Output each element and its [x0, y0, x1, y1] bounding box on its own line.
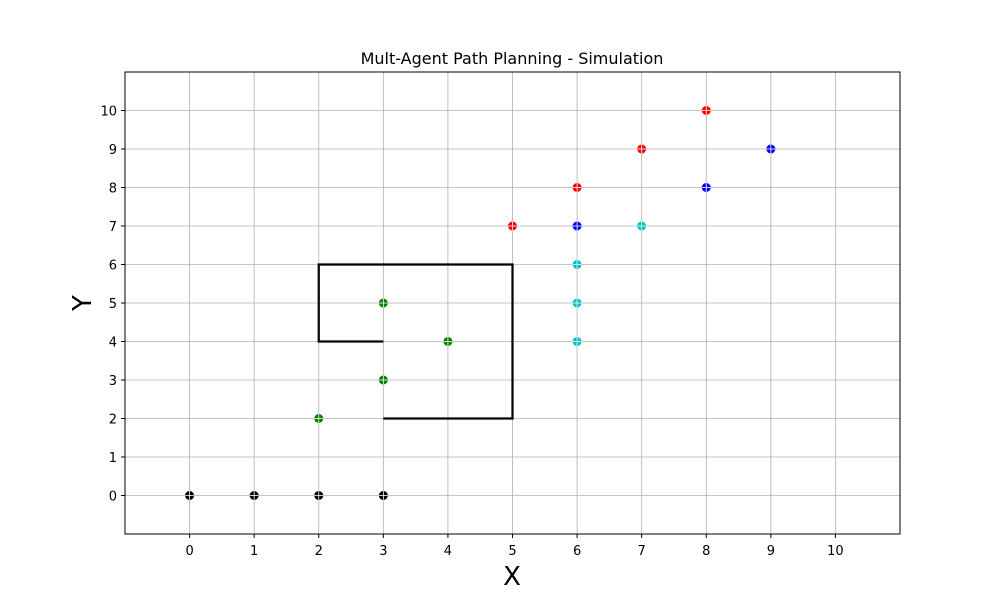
x-tick-label: 0 [185, 544, 193, 559]
y-tick-label: 3 [109, 374, 117, 389]
y-axis-ticks: 0 1 2 3 4 5 6 7 8 9 10 [100, 105, 125, 505]
y-tick-label: 0 [109, 490, 117, 505]
obstacle-layer [317, 263, 514, 420]
y-tick-label: 1 [109, 451, 117, 466]
x-tick-label: 2 [315, 544, 323, 559]
y-tick-label: 8 [109, 182, 117, 197]
x-tick-label: 7 [638, 544, 646, 559]
agent-points [185, 106, 776, 500]
x-tick-label: 9 [767, 544, 775, 559]
x-tick-label: 4 [444, 544, 452, 559]
y-axis-label: Y [68, 295, 98, 312]
y-tick-label: 9 [109, 143, 117, 158]
x-tick-label: 1 [250, 544, 258, 559]
obstacle-wall [317, 263, 514, 420]
x-tick-label: 3 [379, 544, 387, 559]
chart-title: Mult-Agent Path Planning - Simulation [361, 49, 664, 68]
x-tick-label: 8 [702, 544, 710, 559]
x-tick-label: 10 [827, 544, 844, 559]
x-tick-label: 6 [573, 544, 581, 559]
y-tick-label: 6 [109, 259, 117, 274]
y-tick-label: 10 [100, 105, 117, 120]
y-tick-label: 2 [109, 413, 117, 428]
y-tick-label: 4 [109, 336, 117, 351]
x-axis-ticks: 0 1 2 3 4 5 6 7 8 9 10 [185, 534, 844, 559]
x-tick-label: 5 [508, 544, 516, 559]
y-tick-label: 7 [109, 220, 117, 235]
y-tick-label: 5 [109, 297, 117, 312]
x-axis-label: X [503, 562, 521, 592]
